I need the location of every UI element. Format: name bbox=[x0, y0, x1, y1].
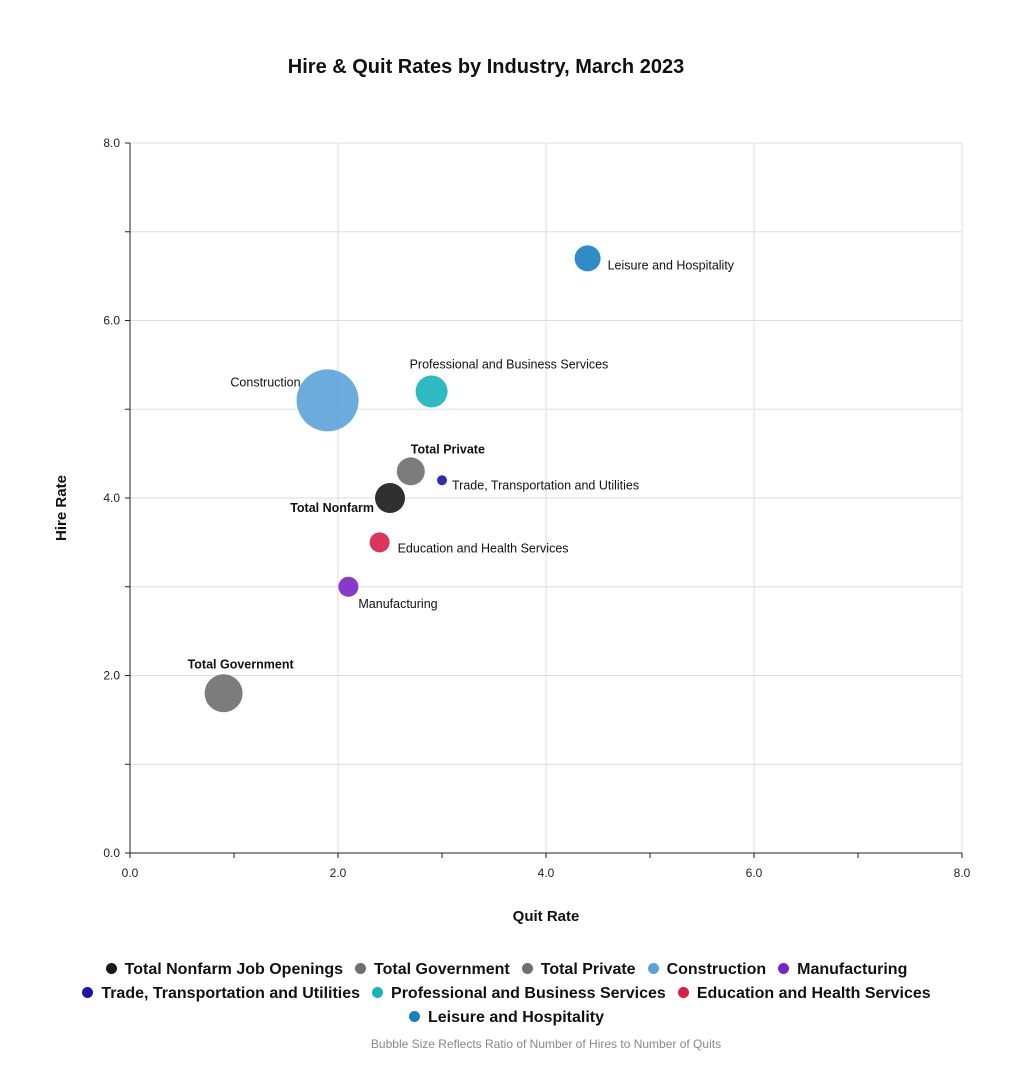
x-axis-label: Quit Rate bbox=[513, 908, 580, 925]
bubble-total-private bbox=[396, 457, 425, 486]
legend-item[interactable]: Professional and Business Services bbox=[372, 982, 666, 1006]
legend-marker-icon bbox=[778, 963, 790, 974]
legend-label: Trade, Transportation and Utilities bbox=[101, 985, 361, 1002]
bubble-label: Professional and Business Services bbox=[410, 358, 609, 372]
x-tick-label: 4.0 bbox=[538, 866, 555, 880]
legend-label: Professional and Business Services bbox=[391, 985, 666, 1002]
legend-item[interactable]: Total Nonfarm Job Openings bbox=[105, 958, 344, 982]
x-tick-label: 2.0 bbox=[330, 866, 347, 880]
bubble-label: Total Government bbox=[188, 657, 295, 671]
legend: Total Nonfarm Job Openings Total Governme… bbox=[40, 958, 973, 1030]
legend-label: Education and Health Services bbox=[696, 985, 931, 1002]
bubble-construction bbox=[296, 369, 359, 432]
legend-item[interactable]: Education and Health Services bbox=[677, 982, 931, 1006]
chart-title: Hire & Quit Rates by Industry, March 202… bbox=[288, 56, 684, 78]
bubble-label: Total Private bbox=[411, 442, 485, 456]
legend-item[interactable]: Construction bbox=[647, 958, 767, 982]
chart-note: Bubble Size Reflects Ratio of Number of … bbox=[370, 1037, 722, 1051]
legend-label: Total Government bbox=[374, 961, 510, 978]
y-tick-label: 6.0 bbox=[103, 314, 120, 328]
bubble-label: Education and Health Services bbox=[398, 541, 569, 555]
legend-marker-icon bbox=[372, 987, 384, 998]
y-axis-label: Hire Rate bbox=[53, 475, 70, 541]
x-tick-label: 8.0 bbox=[954, 866, 971, 880]
bubble-total-nonfarm-job-openings bbox=[375, 483, 405, 513]
legend-label: Total Nonfarm Job Openings bbox=[124, 961, 344, 978]
legend-item[interactable]: Total Private bbox=[521, 958, 636, 982]
bubble-label: Leisure and Hospitality bbox=[608, 258, 735, 272]
bubble-label: Trade, Transportation and Utilities bbox=[452, 478, 639, 492]
legend-marker-icon bbox=[105, 963, 117, 974]
legend-item[interactable]: Leisure and Hospitality bbox=[408, 1006, 605, 1030]
legend-item[interactable]: Trade, Transportation and Utilities bbox=[82, 982, 360, 1006]
y-tick-label: 8.0 bbox=[103, 136, 120, 150]
legend-item[interactable]: Total Government bbox=[355, 958, 510, 982]
legend-label: Total Private bbox=[540, 961, 636, 978]
legend-marker-icon bbox=[521, 963, 533, 974]
y-tick-label: 4.0 bbox=[103, 491, 120, 505]
x-tick-label: 0.0 bbox=[122, 866, 139, 880]
legend-label: Leisure and Hospitality bbox=[427, 1009, 605, 1026]
bubble-label: Total Nonfarm bbox=[290, 501, 374, 515]
bubble-total-government bbox=[204, 674, 243, 713]
legend-marker-icon bbox=[82, 987, 94, 998]
bubble-label: Construction bbox=[230, 375, 300, 389]
legend-marker-icon bbox=[355, 963, 367, 974]
y-tick-label: 2.0 bbox=[103, 669, 120, 683]
bubble-trade-transportation-and-utilities bbox=[437, 475, 447, 486]
x-tick-label: 6.0 bbox=[746, 866, 763, 880]
legend-item[interactable]: Manufacturing bbox=[778, 958, 907, 982]
y-tick-label: 0.0 bbox=[103, 846, 120, 860]
bubble-chart: Hire & Quit Rates by Industry, March 202… bbox=[53, 56, 971, 925]
legend-marker-icon bbox=[408, 1011, 420, 1022]
bubble-professional-and-business-services bbox=[415, 375, 448, 408]
bubble-education-and-health-services bbox=[369, 532, 390, 553]
bubble-leisure-and-hospitality bbox=[574, 245, 601, 272]
legend-marker-icon bbox=[647, 963, 659, 974]
bubble-manufacturing bbox=[338, 576, 359, 597]
legend-label: Construction bbox=[666, 961, 767, 978]
bubble-label: Manufacturing bbox=[358, 597, 437, 611]
legend-label: Manufacturing bbox=[797, 961, 908, 978]
legend-marker-icon bbox=[677, 987, 689, 998]
